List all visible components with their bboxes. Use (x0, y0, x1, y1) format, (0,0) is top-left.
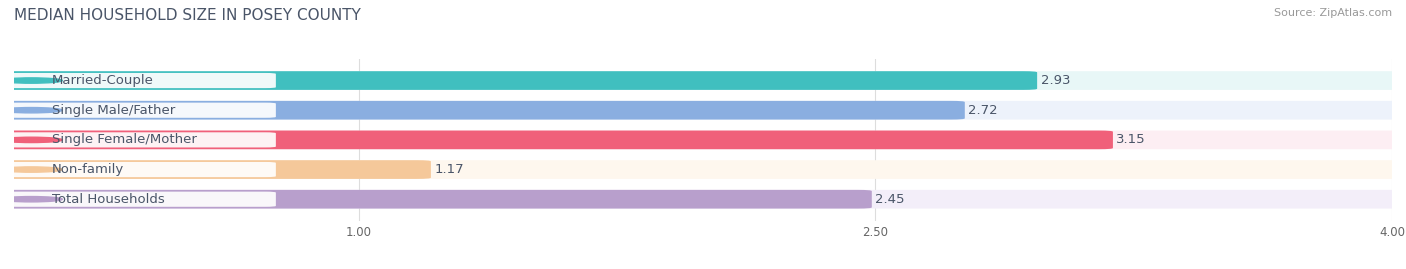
FancyBboxPatch shape (0, 190, 872, 208)
Text: Total Households: Total Households (52, 193, 165, 206)
FancyBboxPatch shape (7, 103, 276, 118)
Text: 2.93: 2.93 (1040, 74, 1070, 87)
Text: 2.72: 2.72 (969, 104, 998, 117)
FancyBboxPatch shape (7, 73, 276, 88)
Circle shape (0, 167, 62, 172)
Circle shape (0, 108, 62, 113)
Text: Married-Couple: Married-Couple (52, 74, 153, 87)
Text: Source: ZipAtlas.com: Source: ZipAtlas.com (1274, 8, 1392, 18)
Text: Non-family: Non-family (52, 163, 124, 176)
FancyBboxPatch shape (7, 192, 276, 207)
FancyBboxPatch shape (0, 160, 1406, 179)
Text: Single Male/Father: Single Male/Father (52, 104, 176, 117)
FancyBboxPatch shape (0, 130, 1406, 149)
Text: Single Female/Mother: Single Female/Mother (52, 133, 197, 146)
Text: 2.45: 2.45 (875, 193, 904, 206)
FancyBboxPatch shape (0, 71, 1406, 90)
Circle shape (0, 78, 62, 83)
Circle shape (0, 137, 62, 143)
Text: MEDIAN HOUSEHOLD SIZE IN POSEY COUNTY: MEDIAN HOUSEHOLD SIZE IN POSEY COUNTY (14, 8, 361, 23)
Text: 1.17: 1.17 (434, 163, 464, 176)
FancyBboxPatch shape (0, 160, 430, 179)
FancyBboxPatch shape (0, 101, 1406, 119)
FancyBboxPatch shape (0, 130, 1114, 149)
FancyBboxPatch shape (7, 162, 276, 177)
FancyBboxPatch shape (0, 101, 965, 119)
FancyBboxPatch shape (7, 132, 276, 147)
FancyBboxPatch shape (0, 71, 1038, 90)
Text: 3.15: 3.15 (1116, 133, 1146, 146)
FancyBboxPatch shape (0, 190, 1406, 208)
Circle shape (0, 197, 62, 202)
